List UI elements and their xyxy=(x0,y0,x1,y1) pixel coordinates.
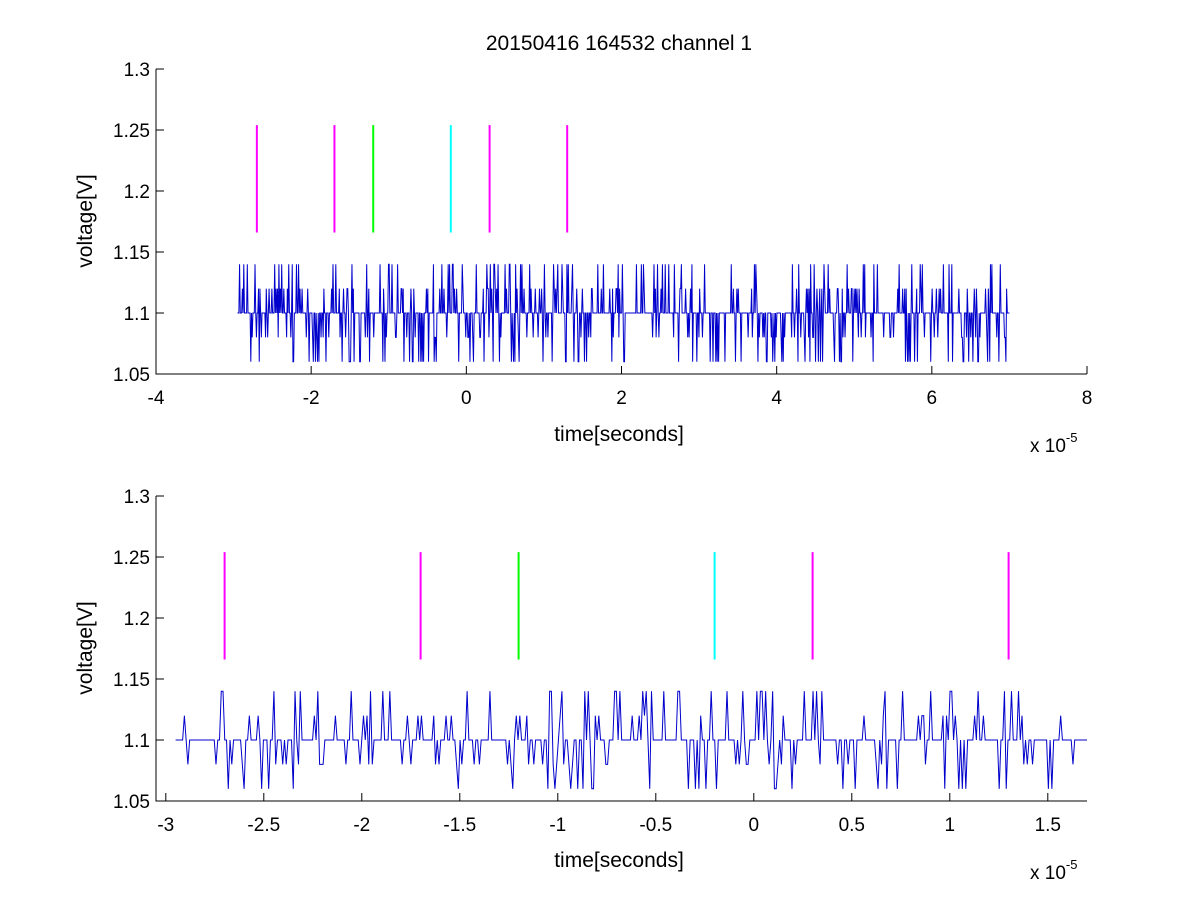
bottom-y-axis-label: voltage[V] xyxy=(74,601,97,694)
top-xtick-layer: -4 -2 0 2 4 6 8 xyxy=(148,366,1093,409)
bottom-xtick-label: -2 xyxy=(353,815,370,836)
bottom-ytick-label: 1.3 xyxy=(124,487,150,508)
bottom-xtick-label: 1 xyxy=(945,815,956,836)
top-x-multiplier-exponent: -5 xyxy=(1066,430,1078,445)
bottom-xtick-label: 1.5 xyxy=(1035,815,1061,836)
top-series-line xyxy=(237,263,1010,363)
bottom-x-multiplier: x 10-5 xyxy=(1030,857,1077,884)
bottom-xtick-label: 0 xyxy=(749,815,760,836)
top-ytick-label: 1.05 xyxy=(113,365,150,386)
top-plot: -4 -2 0 2 4 6 8 1.05 1.1 1.15 1.2 1.25 1.3 time[sec… xyxy=(74,60,1092,457)
bottom-x-multiplier-base: x 10 xyxy=(1030,863,1066,884)
bottom-x-axis-label: time[seconds] xyxy=(554,849,684,872)
bottom-xtick-label: -1 xyxy=(549,815,566,836)
top-ytick-label: 1.15 xyxy=(113,243,150,264)
top-ytick-layer: 1.05 1.1 1.15 1.2 1.25 1.3 xyxy=(113,60,164,386)
top-ytick-label: 1.2 xyxy=(124,182,150,203)
bottom-xtick-label: -0.5 xyxy=(639,815,672,836)
bottom-xtick-label: -1.5 xyxy=(443,815,476,836)
top-series-layer xyxy=(237,263,1010,363)
bottom-series-layer xyxy=(175,690,1087,790)
bottom-ytick-label: 1.2 xyxy=(124,609,150,630)
bottom-axes-frame xyxy=(155,496,1087,802)
chart-title: 20150416 164532 channel 1 xyxy=(486,32,752,55)
top-xtick-label: -4 xyxy=(148,388,165,409)
bottom-series-line xyxy=(175,690,1087,790)
top-xtick-label: 4 xyxy=(771,388,782,409)
bottom-plot: -3 -2.5 -2 -1.5 -1 -0.5 0 0.5 1 1.5 1.051.11.151.… xyxy=(74,487,1087,884)
bottom-xtick-label: -3 xyxy=(157,815,174,836)
top-ytick-label: 1.25 xyxy=(113,121,150,142)
top-marker-layer xyxy=(255,125,569,233)
bottom-xtick-layer: -3 -2.5 -2 -1.5 -1 -0.5 0 0.5 1 1.5 xyxy=(157,793,1061,836)
top-xtick-label: 8 xyxy=(1082,388,1093,409)
top-xtick-label: 6 xyxy=(927,388,938,409)
top-xtick-label: 0 xyxy=(461,388,472,409)
bottom-ytick-label: 1.15 xyxy=(113,670,150,691)
top-y-axis-label: voltage[V] xyxy=(74,174,97,267)
bottom-ytick-layer: 1.05 1.1 1.15 1.2 1.25 1.3 xyxy=(113,487,164,813)
top-x-multiplier: x 10-5 xyxy=(1030,430,1077,457)
bottom-marker-layer xyxy=(223,552,1010,660)
bottom-ytick-label: 1.05 xyxy=(113,792,150,813)
top-ytick-label: 1.1 xyxy=(124,304,150,325)
bottom-ytick-label: 1.25 xyxy=(113,548,150,569)
top-xtick-label: -2 xyxy=(303,388,320,409)
top-xtick-label: 2 xyxy=(616,388,627,409)
bottom-ytick-label: 1.1 xyxy=(124,731,150,752)
top-ytick-label: 1.3 xyxy=(124,60,150,81)
bottom-xtick-label: -2.5 xyxy=(247,815,280,836)
bottom-xtick-label: 0.5 xyxy=(839,815,865,836)
bottom-x-multiplier-exponent: -5 xyxy=(1066,857,1078,872)
top-x-axis-label: time[seconds] xyxy=(554,423,684,446)
top-x-multiplier-base: x 10 xyxy=(1030,436,1066,457)
